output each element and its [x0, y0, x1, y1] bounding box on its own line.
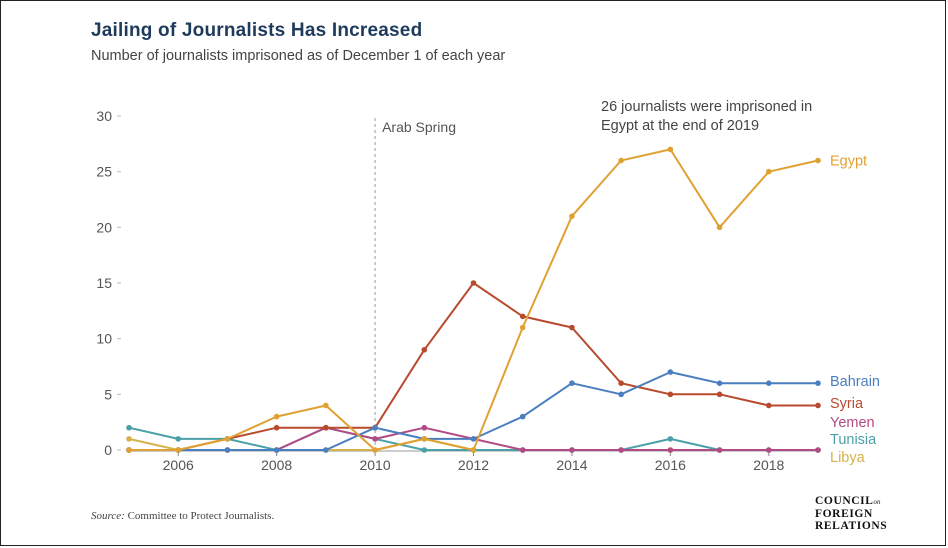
data-point-syria: [765, 402, 772, 409]
x-tick-label: 2006: [163, 457, 194, 473]
data-point-yemen: [815, 447, 821, 453]
data-point-syria: [470, 280, 477, 286]
data-point-egypt: [323, 402, 329, 409]
data-point-syria: [569, 324, 575, 331]
source-label: Source:: [91, 510, 125, 522]
data-point-syria: [815, 402, 821, 409]
data-point-bahrain: [470, 436, 477, 442]
source-note: Source: Committee to Protect Journalists…: [91, 510, 274, 522]
legend-label-syria: Syria: [830, 396, 864, 412]
source-text: Committee to Protect Journalists.: [127, 510, 275, 522]
egypt-annotation-line: 26 journalists were imprisoned in: [601, 99, 812, 115]
data-point-egypt: [667, 146, 674, 153]
x-tick-label: 2018: [753, 457, 784, 473]
legend-label-bahrain: Bahrain: [830, 374, 880, 390]
data-point-egypt: [519, 324, 526, 331]
series-line-egypt: [129, 148, 819, 451]
data-point-bahrain: [519, 413, 526, 420]
data-point-bahrain: [323, 447, 329, 453]
data-point-yemen: [716, 447, 723, 453]
data-point-egypt: [273, 413, 280, 420]
y-tick-label: 15: [96, 275, 112, 291]
data-point-egypt: [618, 157, 624, 164]
data-point-yemen: [765, 447, 772, 453]
data-point-yemen: [421, 424, 428, 431]
data-point-syria: [323, 424, 329, 431]
y-tick-label: 20: [96, 219, 112, 235]
data-point-syria: [618, 380, 624, 387]
legend-label-tunisia: Tunisia: [830, 432, 877, 448]
data-point-bahrain: [815, 380, 821, 387]
data-point-syria: [716, 391, 723, 398]
logo-line1-small: on: [873, 498, 881, 506]
data-point-yemen: [667, 447, 674, 453]
logo-line1: COUNCIL: [815, 495, 874, 507]
data-point-bahrain: [224, 447, 231, 453]
legend-label-libya: Libya: [830, 450, 866, 466]
data-point-bahrain: [273, 447, 280, 453]
logo-line2: FOREIGN: [815, 508, 873, 520]
data-point-bahrain: [667, 369, 674, 375]
data-point-egypt: [716, 224, 723, 231]
data-point-yemen: [372, 436, 378, 442]
data-point-tunisia: [175, 436, 182, 442]
data-point-egypt: [175, 447, 182, 453]
legend-label-egypt: Egypt: [830, 154, 867, 170]
data-point-syria: [273, 424, 280, 431]
y-tick-label: 25: [96, 164, 112, 180]
logo-line3: RELATIONS: [815, 520, 888, 532]
data-point-syria: [519, 313, 526, 320]
egypt-annotation-line: Egypt at the end of 2019: [601, 118, 759, 134]
arab-spring-label: Arab Spring: [382, 119, 456, 135]
legend-label-yemen: Yemen: [830, 415, 875, 431]
x-tick-label: 2014: [556, 457, 587, 473]
x-tick-label: 2010: [359, 457, 390, 473]
data-point-tunisia: [126, 424, 132, 431]
data-point-egypt: [815, 157, 821, 164]
y-tick-label: 0: [104, 442, 112, 458]
data-point-bahrain: [765, 380, 772, 387]
data-point-egypt: [765, 168, 772, 175]
data-point-tunisia: [667, 436, 674, 442]
data-point-egypt: [569, 213, 575, 219]
y-tick-label: 10: [96, 331, 112, 347]
data-point-bahrain: [569, 380, 575, 387]
data-point-libya: [126, 436, 132, 442]
x-tick-label: 2016: [655, 457, 686, 473]
x-tick-label: 2012: [458, 457, 489, 473]
data-point-tunisia: [421, 447, 428, 453]
data-point-bahrain: [372, 424, 378, 431]
series-line-syria: [129, 282, 818, 451]
chart-subtitle: Number of journalists imprisoned as of D…: [91, 48, 506, 64]
data-point-syria: [667, 391, 674, 398]
y-tick-label: 30: [96, 108, 112, 124]
data-point-yemen: [618, 447, 624, 453]
data-point-yemen: [519, 447, 526, 453]
data-point-egypt: [421, 436, 428, 442]
data-point-egypt: [470, 447, 477, 453]
data-point-bahrain: [618, 391, 624, 398]
data-point-syria: [421, 347, 428, 353]
chart-title: Jailing of Journalists Has Increased: [91, 20, 423, 41]
data-point-yemen: [569, 447, 575, 453]
data-point-bahrain: [716, 380, 723, 387]
y-tick-label: 5: [104, 386, 112, 402]
data-point-egypt: [372, 447, 378, 453]
data-point-egypt: [224, 436, 231, 442]
data-point-egypt: [126, 447, 132, 453]
cfr-logo: COUNCILon FOREIGN RELATIONS: [815, 495, 887, 532]
x-tick-label: 2008: [261, 457, 292, 473]
